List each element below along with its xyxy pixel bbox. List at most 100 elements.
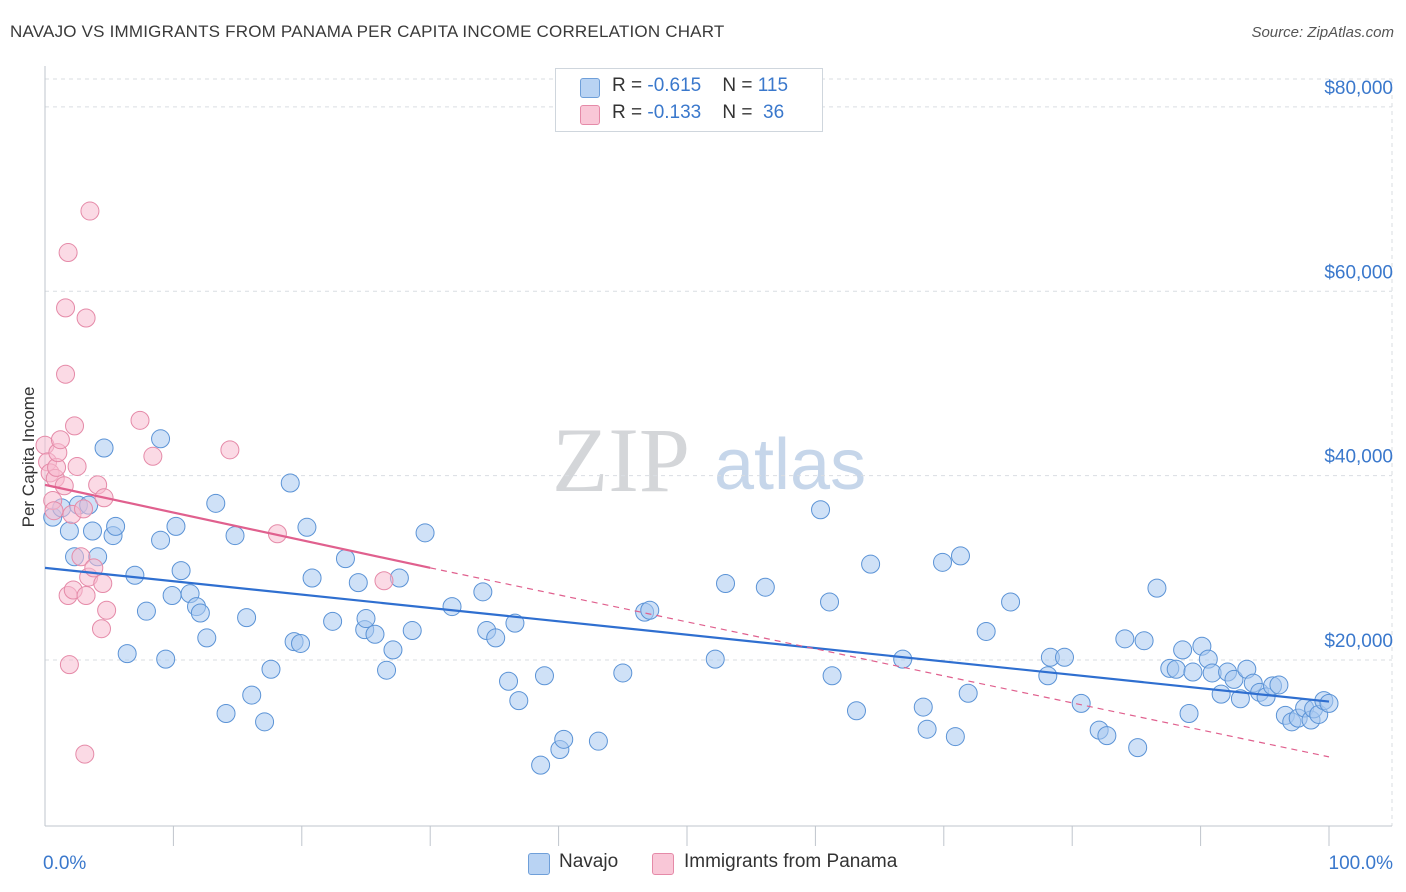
- navajo-point: [588, 731, 608, 751]
- navajo-point: [216, 704, 236, 724]
- navajo-point: [125, 565, 145, 585]
- watermark-atlas: atlas: [714, 425, 866, 505]
- navajo-point: [917, 719, 937, 739]
- panama-legend-swatch: [652, 853, 674, 875]
- navajo-r-value: -0.615: [647, 75, 702, 96]
- x-tick-label-start: 0.0%: [43, 853, 86, 874]
- y-tick-label: $80,000: [1324, 78, 1393, 99]
- panama-point: [71, 547, 91, 567]
- panama-point: [56, 298, 76, 318]
- panama-point: [91, 619, 111, 639]
- navajo-point: [377, 660, 397, 680]
- navajo-point: [1230, 689, 1250, 709]
- panama-point: [67, 456, 87, 476]
- navajo-point: [1147, 578, 1167, 598]
- tick-labels: $20,000 $40,000 $60,000 $80,000 0.0% 100.0%: [43, 78, 1393, 874]
- navajo-point: [534, 666, 554, 686]
- navajo-n-value: 115: [757, 75, 789, 96]
- navajo-point: [755, 577, 775, 597]
- navajo-point: [554, 729, 574, 749]
- chart-title: NAVAJO VS IMMIGRANTS FROM PANAMA PER CAP…: [10, 22, 725, 41]
- navajo-point: [255, 712, 275, 732]
- panama-point: [44, 501, 64, 521]
- panama-point: [56, 364, 76, 384]
- navajo-point: [640, 600, 660, 620]
- navajo-point: [365, 624, 385, 644]
- navajo-point: [1319, 693, 1339, 713]
- navajo-point: [242, 685, 262, 705]
- panama-point: [143, 446, 163, 466]
- panama-trend-extension: [430, 567, 1330, 758]
- y-tick-label: $20,000: [1324, 631, 1393, 652]
- navajo-point: [1269, 675, 1289, 695]
- navajo-point: [1128, 738, 1148, 758]
- source-label: Source: ZipAtlas.com: [1251, 24, 1394, 41]
- correlation-legend: R = -0.615 N = 115 R = -0.133 N = 36: [555, 68, 823, 132]
- navajo-point: [261, 659, 281, 679]
- navajo-point: [509, 691, 529, 711]
- navajo-point: [1038, 666, 1058, 686]
- navajo-point: [486, 628, 506, 648]
- panama-point: [74, 499, 94, 519]
- navajo-point: [383, 640, 403, 660]
- navajo-point: [225, 526, 245, 546]
- panama-n-value: 36: [757, 102, 785, 123]
- panama-point: [58, 243, 78, 263]
- navajo-n-label: N =: [722, 75, 758, 96]
- y-axis-label: Per Capita Income: [19, 387, 38, 528]
- navajo-point: [945, 727, 965, 747]
- navajo-point: [415, 523, 435, 543]
- navajo-point: [1179, 704, 1199, 724]
- navajo-point: [302, 568, 322, 588]
- navajo-trend-line: [44, 566, 1330, 703]
- panama-series: [35, 201, 394, 764]
- panama-point: [374, 571, 394, 591]
- navajo-point: [402, 621, 422, 641]
- panama-point: [59, 655, 79, 675]
- navajo-point: [136, 601, 156, 621]
- navajo-point: [348, 573, 368, 593]
- navajo-point: [1211, 684, 1231, 704]
- navajo-point: [156, 649, 176, 669]
- navajo-point: [846, 701, 866, 721]
- navajo-point: [505, 613, 525, 633]
- navajo-point: [83, 521, 103, 541]
- y-tick-label: $40,000: [1324, 447, 1393, 468]
- navajo-point: [716, 574, 736, 594]
- watermark-zip: ZIP: [552, 409, 690, 511]
- navajo-point: [356, 609, 376, 629]
- navajo-point: [280, 473, 300, 493]
- navajo-point: [913, 697, 933, 717]
- navajo-point: [190, 603, 210, 623]
- panama-point: [97, 600, 117, 620]
- panama-r-label: R =: [612, 102, 648, 123]
- navajo-point: [297, 517, 317, 537]
- panama-point: [130, 410, 150, 430]
- panama-point: [93, 574, 113, 594]
- navajo-point: [389, 568, 409, 588]
- navajo-point: [958, 683, 978, 703]
- y-tick-label: $60,000: [1324, 262, 1393, 283]
- navajo-point: [473, 582, 493, 602]
- x-tick-label-end: 100.0%: [1329, 853, 1394, 874]
- navajo-point: [291, 633, 311, 653]
- panama-point: [65, 416, 85, 436]
- panama-swatch: [580, 105, 600, 125]
- navajo-series: [43, 429, 1339, 775]
- panama-point: [76, 308, 96, 328]
- navajo-point: [976, 621, 996, 641]
- navajo-point: [335, 549, 355, 569]
- panama-point: [75, 744, 95, 764]
- navajo-point: [151, 429, 171, 449]
- navajo-point: [59, 521, 79, 541]
- panama-r-value: -0.133: [647, 102, 702, 123]
- navajo-point: [151, 530, 171, 550]
- navajo-point: [117, 644, 137, 664]
- panama-point: [80, 201, 100, 221]
- panama-n-label: N =: [722, 102, 758, 123]
- navajo-legend-label: Navajo: [559, 851, 619, 872]
- navajo-point: [106, 516, 126, 536]
- navajo-point: [613, 663, 633, 683]
- navajo-point: [1001, 592, 1021, 612]
